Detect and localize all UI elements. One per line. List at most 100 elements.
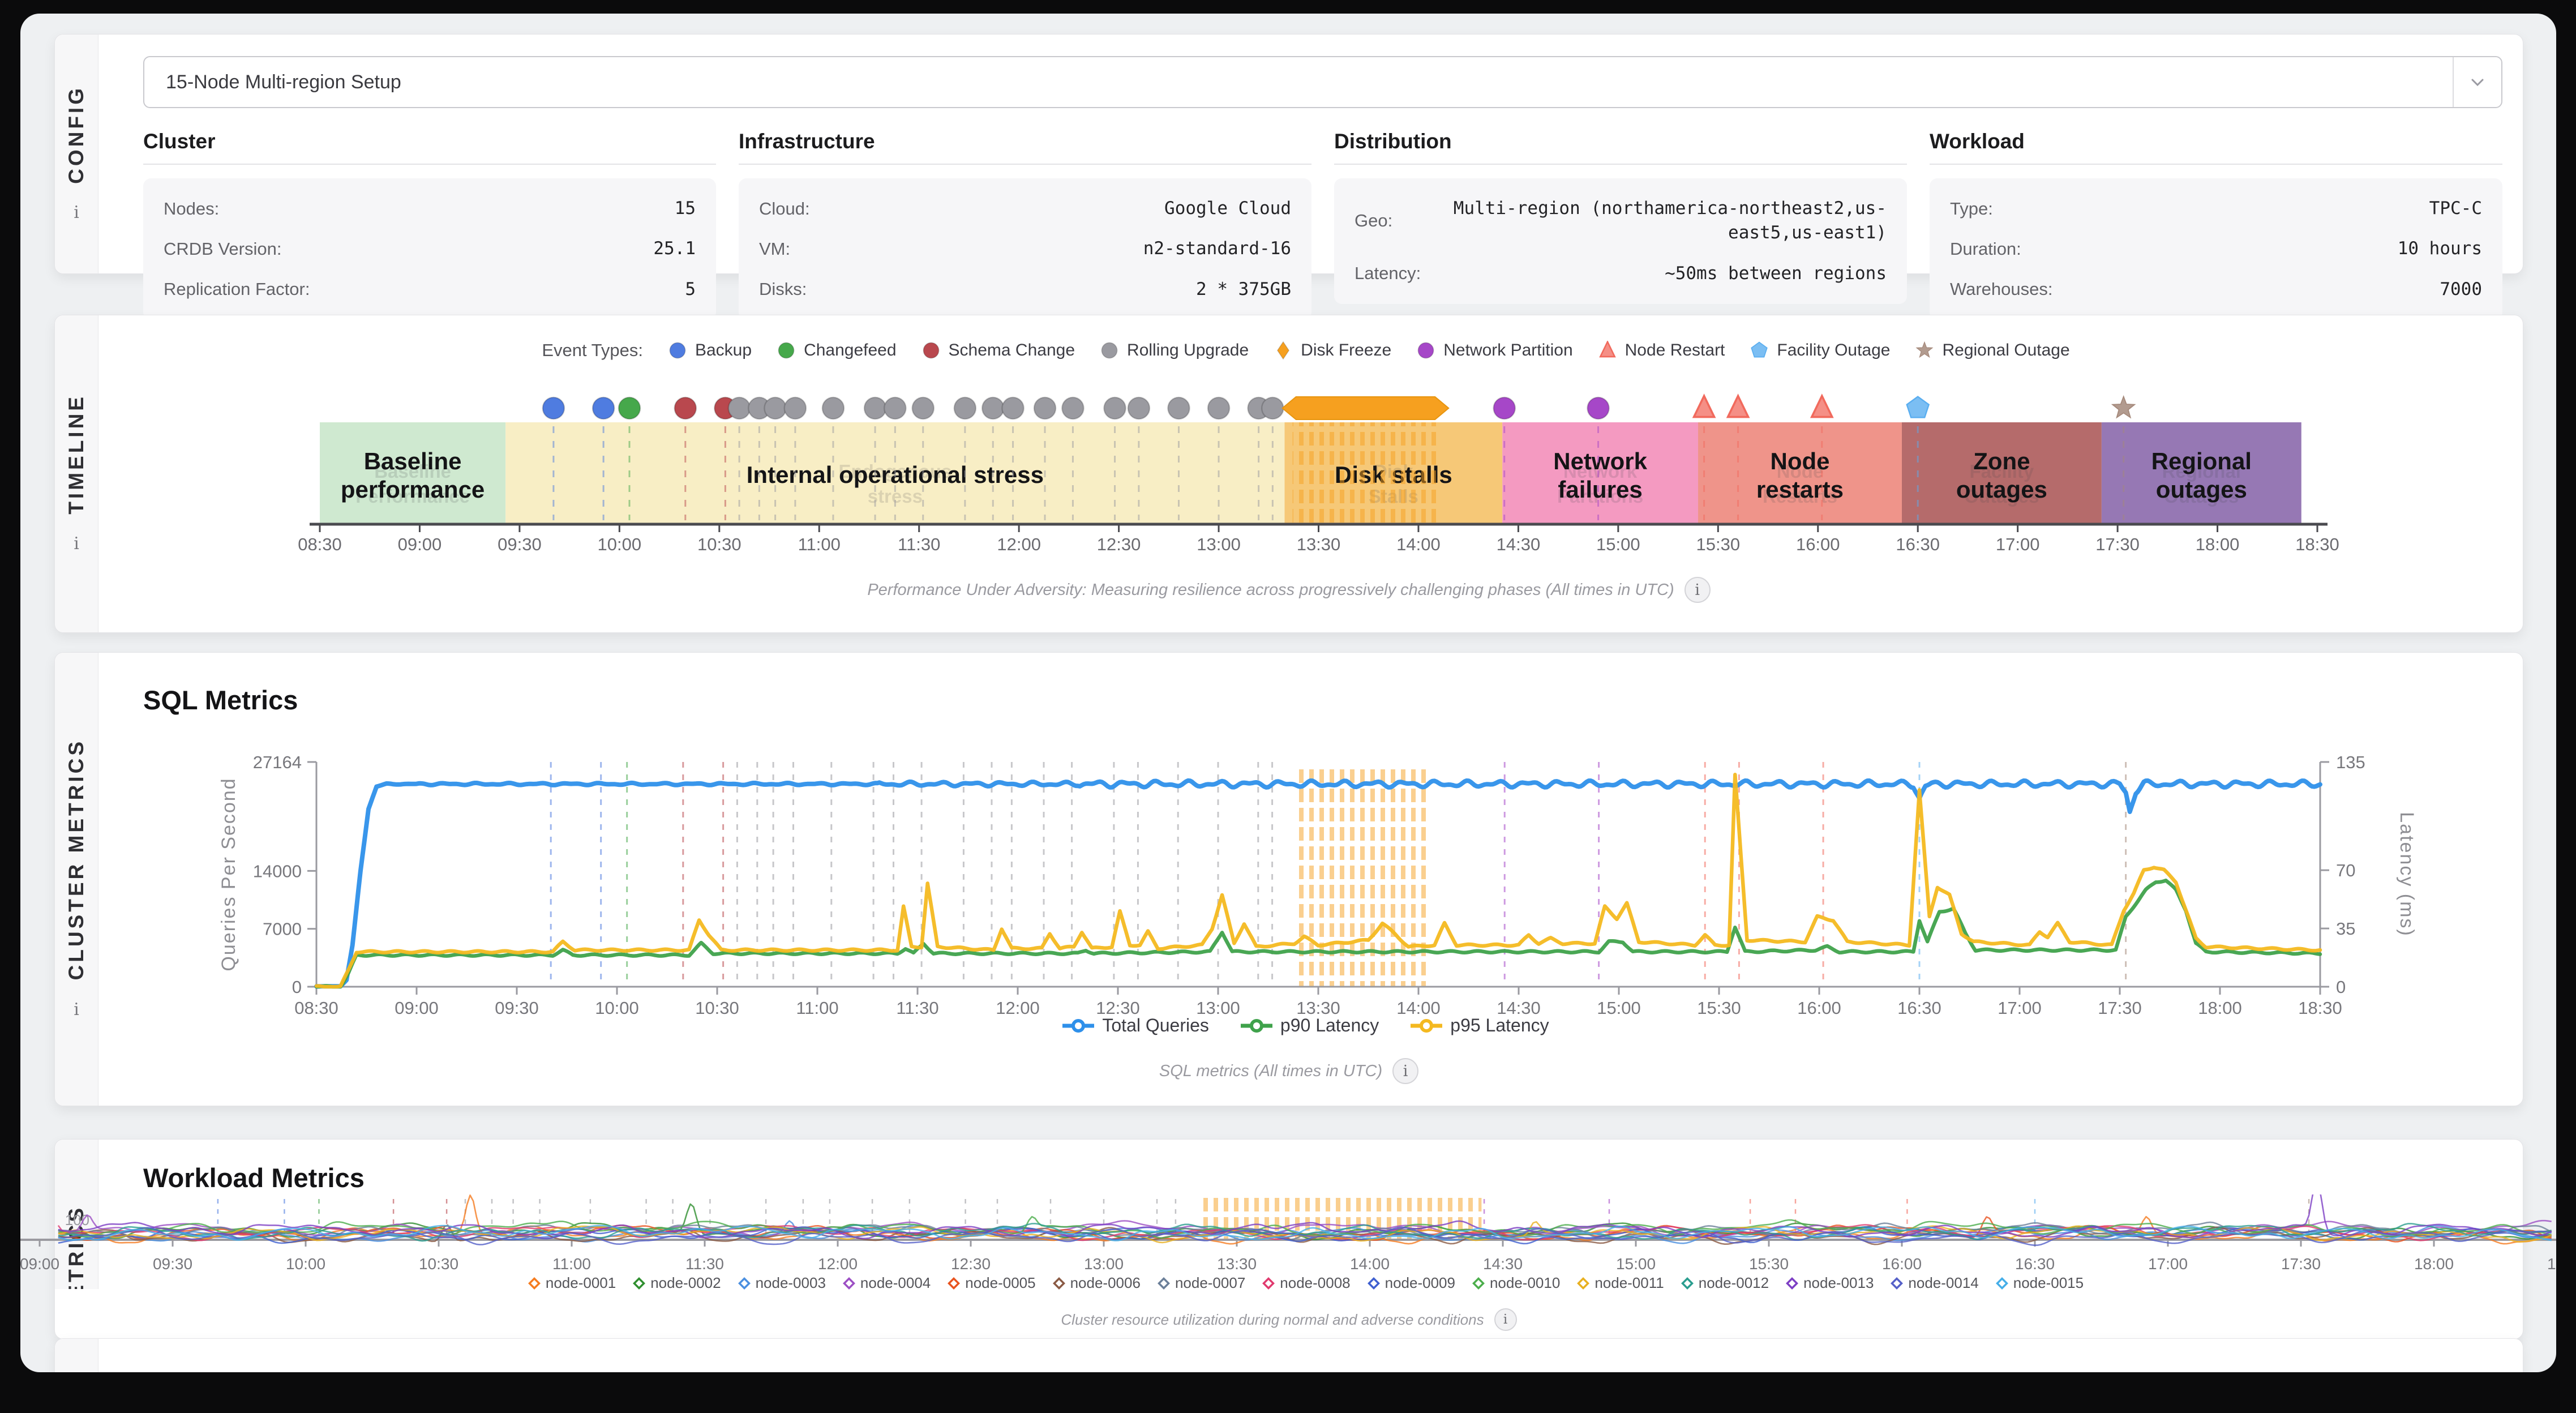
node-legend-node-0015[interactable]: node-0015 xyxy=(1996,1274,2084,1292)
diamond-marker-icon xyxy=(948,1277,960,1290)
svg-text:16:00: 16:00 xyxy=(1796,534,1840,554)
pentagon-marker-icon xyxy=(1750,341,1769,360)
svg-text:0: 0 xyxy=(292,977,302,997)
config-group-distribution: DistributionGeo:Multi-region (northameri… xyxy=(1334,130,1907,320)
timeline-caption-text: Performance Under Adversity: Measuring r… xyxy=(867,581,1674,600)
node-legend-node-0005[interactable]: node-0005 xyxy=(948,1274,1035,1292)
node-legend-node-0002[interactable]: node-0002 xyxy=(633,1274,721,1292)
circle-marker-icon xyxy=(777,341,796,360)
node-legend-node-0007[interactable]: node-0007 xyxy=(1158,1274,1245,1292)
node-label: node-0006 xyxy=(1070,1274,1141,1292)
divider xyxy=(1334,164,1907,165)
svg-text:70: 70 xyxy=(2336,860,2355,880)
svg-text:Facility: Facility xyxy=(1970,461,2034,482)
config-section-label: CONFIG xyxy=(65,85,88,184)
config-row: Duration:10 hours xyxy=(1950,237,2482,261)
sql-metrics-chart: 0700014000271640357013508:3009:0009:3010… xyxy=(55,653,2523,1106)
svg-text:15:30: 15:30 xyxy=(1696,534,1741,554)
info-icon[interactable]: i xyxy=(1392,1058,1418,1084)
event-type-label: Network Partition xyxy=(1443,341,1572,360)
chevron-down-icon[interactable] xyxy=(2453,57,2501,107)
config-key: VM: xyxy=(759,239,790,259)
diamond-marker-icon xyxy=(1158,1277,1170,1290)
event-type-label: Changefeed xyxy=(804,341,896,360)
svg-text:Disk stalls: Disk stalls xyxy=(1335,461,1452,488)
node-legend-node-0014[interactable]: node-0014 xyxy=(1891,1274,1978,1292)
config-key: Latency: xyxy=(1355,263,1421,284)
series-line-icon xyxy=(1241,1018,1272,1033)
workload-caption: Cluster resource utilization during norm… xyxy=(55,1308,2523,1331)
config-group-title: Infrastructure xyxy=(739,130,1311,153)
node-legend-node-0004[interactable]: node-0004 xyxy=(843,1274,931,1292)
diamond-marker-icon xyxy=(1891,1277,1903,1290)
node-legend-node-0012[interactable]: node-0012 xyxy=(1681,1274,1769,1292)
timeline-section-label: TIMELINE xyxy=(65,394,88,515)
config-key: Disks: xyxy=(759,279,807,299)
sql-legend-p90-latency[interactable]: p90 Latency xyxy=(1241,1015,1379,1036)
svg-text:Baseline: Baseline xyxy=(374,461,451,482)
svg-text:Queries Per Second: Queries Per Second xyxy=(218,777,239,971)
diamond-marker-icon xyxy=(633,1277,645,1290)
svg-text:Performance: Performance xyxy=(355,486,470,507)
workload-metrics-title: Workload Metrics xyxy=(143,1162,365,1193)
svg-text:14:30: 14:30 xyxy=(1497,534,1541,554)
node-legend-node-0006[interactable]: node-0006 xyxy=(1053,1274,1141,1292)
sql-legend-p95-latency[interactable]: p95 Latency xyxy=(1411,1015,1549,1036)
node-label: node-0010 xyxy=(1490,1274,1560,1292)
svg-text:Internal operational stress: Internal operational stress xyxy=(747,461,1044,488)
event-type-label: Rolling Upgrade xyxy=(1127,341,1249,360)
node-legend-node-0003[interactable]: node-0003 xyxy=(738,1274,826,1292)
svg-text:Regional: Regional xyxy=(2151,448,2252,474)
config-value: ~50ms between regions xyxy=(1434,262,1887,286)
event-type-node_restart: Node Restart xyxy=(1598,341,1725,360)
series-line-icon xyxy=(1411,1018,1442,1033)
config-value: n2-standard-16 xyxy=(804,237,1291,261)
node-legend-node-0010[interactable]: node-0010 xyxy=(1472,1274,1560,1292)
diamond-marker-icon xyxy=(1577,1277,1589,1290)
node-label: node-0001 xyxy=(546,1274,616,1292)
node-label: node-0011 xyxy=(1595,1274,1664,1292)
svg-text:0: 0 xyxy=(2336,977,2346,997)
config-key: Cloud: xyxy=(759,199,810,219)
sql-legend-total-queries[interactable]: Total Queries xyxy=(1062,1015,1209,1036)
config-row: Replication Factor:5 xyxy=(164,277,696,302)
config-key: Duration: xyxy=(1950,239,2021,259)
node-legend-node-0013[interactable]: node-0013 xyxy=(1786,1274,1874,1292)
timeline-info-icon[interactable]: i xyxy=(74,534,79,554)
config-row: CRDB Version:25.1 xyxy=(164,237,696,261)
config-info-icon[interactable]: i xyxy=(74,203,79,222)
cluster-metrics-card: CLUSTER METRICS i SQL Metrics 0700014000… xyxy=(54,652,2523,1106)
divider xyxy=(739,164,1311,165)
svg-text:35: 35 xyxy=(2336,919,2355,939)
node-label: node-0002 xyxy=(650,1274,721,1292)
config-key: Warehouses: xyxy=(1950,279,2053,299)
config-preset-select[interactable]: 15-Node Multi-region Setup xyxy=(143,56,2502,108)
config-value: TPC-C xyxy=(2007,196,2482,221)
svg-text:Disk: Disk xyxy=(1374,461,1413,482)
diamond-marker-icon xyxy=(843,1277,855,1290)
config-group-title: Cluster xyxy=(143,130,716,153)
node-legend: node-0001 node-0002 node-0003 node-0004 node… xyxy=(100,1274,2511,1292)
svg-text:Zone: Zone xyxy=(1973,448,2030,474)
info-icon[interactable]: i xyxy=(1494,1308,1517,1331)
svg-text:14:00: 14:00 xyxy=(1396,534,1441,554)
node-legend-node-0008[interactable]: node-0008 xyxy=(1262,1274,1350,1292)
node-label: node-0013 xyxy=(1803,1274,1874,1292)
event-type-label: Facility Outage xyxy=(1777,341,1890,360)
node-label: node-0012 xyxy=(1699,1274,1769,1292)
series-label: Total Queries xyxy=(1102,1015,1209,1036)
node-legend-node-0009[interactable]: node-0009 xyxy=(1368,1274,1455,1292)
workload-metrics-card: WORKLOAD METRICS i Workload Metrics node… xyxy=(54,1139,2523,1339)
svg-text:16:30: 16:30 xyxy=(1896,534,1940,554)
config-value: 2 * 375GB xyxy=(820,277,1291,302)
config-value: Multi-region (northamerica-northeast2,us… xyxy=(1406,196,1887,246)
info-icon[interactable]: i xyxy=(1685,577,1711,603)
cluster-metrics-info-icon[interactable]: i xyxy=(74,1000,79,1020)
node-legend-node-0001[interactable]: node-0001 xyxy=(528,1274,616,1292)
config-key: Replication Factor: xyxy=(164,279,310,299)
circle-marker-icon xyxy=(921,341,941,360)
circle-marker-icon xyxy=(1100,341,1119,360)
config-key: CRDB Version: xyxy=(164,239,281,259)
svg-text:Outages: Outages xyxy=(2164,486,2239,507)
node-legend-node-0011[interactable]: node-0011 xyxy=(1577,1274,1664,1292)
